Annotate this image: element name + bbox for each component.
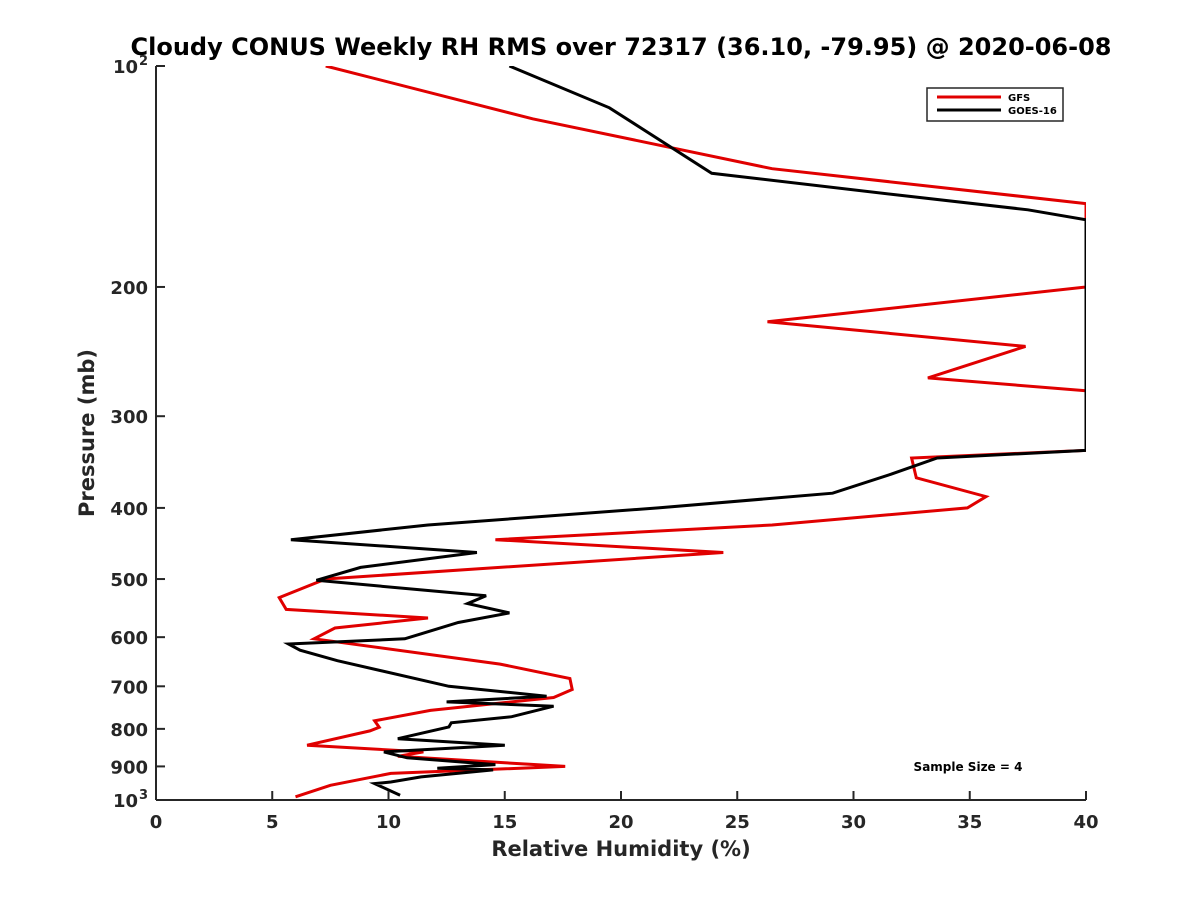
chart-title: Cloudy CONUS Weekly RH RMS over 72317 (3… bbox=[131, 33, 1112, 61]
x-tick-label: 20 bbox=[608, 812, 633, 833]
x-tick-label: 0 bbox=[150, 812, 163, 833]
y-tick-exponent: 2 bbox=[139, 54, 148, 69]
y-tick-label: 300 bbox=[110, 407, 148, 428]
legend-box bbox=[926, 87, 1064, 122]
sample-size-annotation: Sample Size = 4 bbox=[914, 760, 1023, 774]
x-tick-label: 35 bbox=[957, 812, 982, 833]
x-tick-label: 30 bbox=[841, 812, 866, 833]
y-tick-label: 600 bbox=[110, 628, 148, 649]
y-tick-exponent: 3 bbox=[139, 788, 148, 803]
series-line-gfs bbox=[277, 66, 1086, 799]
x-axis-label: Relative Humidity (%) bbox=[491, 837, 750, 861]
series-layer bbox=[277, 66, 1086, 799]
series-line-goes-16 bbox=[282, 66, 1086, 797]
y-axis-label: Pressure (mb) bbox=[75, 349, 99, 517]
x-tick-label: 40 bbox=[1073, 812, 1098, 833]
y-tick-label: 400 bbox=[110, 499, 148, 520]
x-tick-label: 5 bbox=[266, 812, 279, 833]
y-tick-label: 800 bbox=[110, 720, 148, 741]
y-tick-label: 900 bbox=[110, 757, 148, 778]
x-tick-label: 25 bbox=[725, 812, 750, 833]
x-tick-label: 10 bbox=[376, 812, 401, 833]
x-tick-label: 15 bbox=[492, 812, 517, 833]
legend-entry-label: GOES-16 bbox=[1008, 106, 1057, 117]
legend-entry-label: GFS bbox=[1008, 93, 1030, 104]
y-tick-label: 700 bbox=[110, 677, 148, 698]
y-tick-label: 10 bbox=[113, 791, 138, 812]
y-tick-label: 500 bbox=[110, 570, 148, 591]
y-tick-label: 10 bbox=[113, 57, 138, 78]
legend: GFS GOES-16 bbox=[926, 87, 1064, 122]
y-tick-label: 200 bbox=[110, 278, 148, 299]
